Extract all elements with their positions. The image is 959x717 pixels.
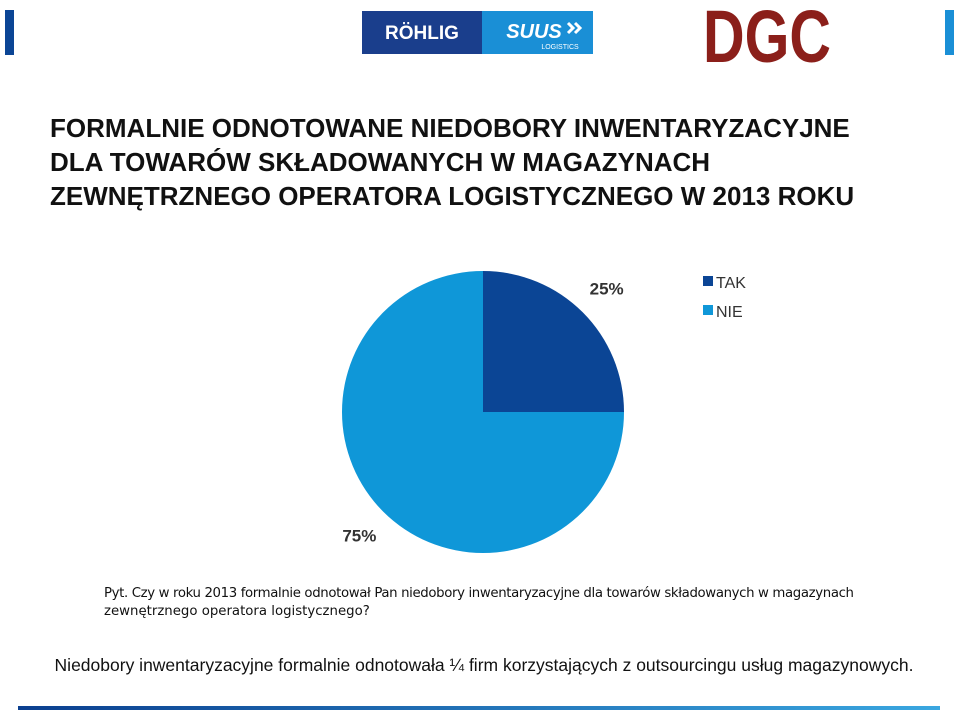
pie-slice (342, 271, 624, 553)
legend-label: NIE (716, 304, 743, 321)
logo-text: DGC (703, 0, 831, 78)
legend-label: TAK (716, 275, 746, 292)
bottom-line (18, 706, 940, 710)
logo-box (362, 11, 482, 54)
legend-swatch (703, 276, 713, 286)
caption: Pyt. Czy w roku 2013 formalnie odnotował… (104, 585, 854, 601)
logo-arrows (566, 21, 583, 35)
side-bar (5, 10, 14, 55)
logo-text: LOGISTICS (541, 44, 579, 51)
chart-title: DLA TOWARÓW SKŁADOWANYCH W MAGAZYNACH (50, 147, 710, 177)
caption: zewnętrznego operatora logistycznego? (104, 604, 370, 619)
footer: Niedobory inwentaryzacyjne formalnie odn… (55, 655, 914, 675)
legend-swatch (703, 305, 713, 315)
value-label: 25% (590, 279, 624, 298)
value-label: 75% (342, 527, 376, 546)
chart-title: ZEWNĘTRZNEGO OPERATORA LOGISTYCZNEGO W 2… (50, 181, 854, 211)
logo-text: SUUS (506, 21, 562, 43)
side-bar (945, 10, 954, 55)
pie-slice (483, 271, 624, 412)
logo-text: RÖHLIG (385, 23, 459, 44)
chart-title: FORMALNIE ODNOTOWANE NIEDOBORY INWENTARY… (50, 113, 850, 143)
